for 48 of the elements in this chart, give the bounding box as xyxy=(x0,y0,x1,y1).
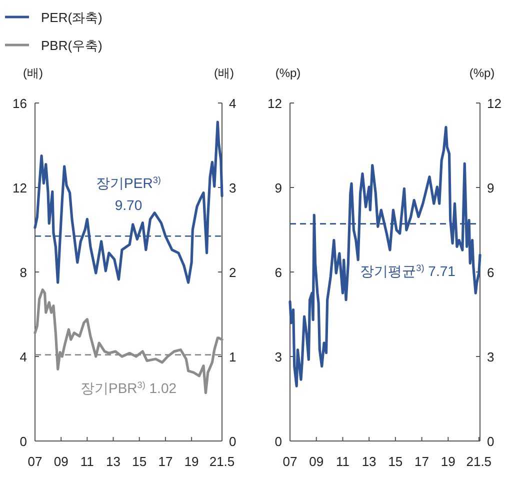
text: 장기PER$^{3)}$ 9.70 xyxy=(96,175,161,214)
y-tick-label: 4 xyxy=(20,350,27,364)
y2-axis-title: (%p) xyxy=(469,66,495,80)
y-tick-label: 6 xyxy=(274,265,282,280)
y2-tick-label: 3 xyxy=(229,180,236,196)
y-axis-title: (배) xyxy=(23,66,43,80)
x-tick-label: 17 xyxy=(414,454,430,469)
y2-tick-label: 4 xyxy=(229,96,236,111)
y-axis-title: (%p) xyxy=(275,66,301,80)
x-tick-label: 21.5 xyxy=(209,454,235,469)
y-tick-label: 12 xyxy=(268,96,282,111)
y2-tick-label: 6 xyxy=(487,265,494,280)
line-series xyxy=(34,120,224,284)
y2-axis-title: (배) xyxy=(214,66,234,80)
x-tick-label: 07 xyxy=(282,454,298,469)
ref-line-label: 장기PBR$^{3)}$ 1.02 xyxy=(80,380,177,396)
x-tick-label: 17 xyxy=(158,454,173,469)
y2-tick-label: 12 xyxy=(487,96,502,111)
legend-label: PER(좌축) xyxy=(41,10,102,25)
y2-tick-label: 2 xyxy=(229,265,236,280)
y-tick-label: 12 xyxy=(12,180,27,196)
y2-tick-label: 1 xyxy=(229,350,236,364)
x-tick-label: 11 xyxy=(336,454,350,469)
ref-line-label: 장기평균$^{3)}$ 7.71 xyxy=(360,262,456,279)
x-tick-label: 21.5 xyxy=(466,454,492,469)
x-tick-label: 11 xyxy=(80,454,94,469)
y-tick-label: 16 xyxy=(12,96,27,111)
x-tick-label: 19 xyxy=(184,454,199,469)
x-tick-label: 15 xyxy=(132,454,147,469)
x-tick-label: 13 xyxy=(362,454,376,469)
x-tick-label: 09 xyxy=(309,454,324,469)
line-series xyxy=(34,288,224,394)
x-tick-label: 07 xyxy=(28,454,42,469)
y2-tick-label: 9 xyxy=(487,180,494,196)
line-series xyxy=(288,126,482,388)
y2-tick-label: 3 xyxy=(487,350,494,364)
x-tick-label: 09 xyxy=(54,454,68,469)
y-tick-label: 9 xyxy=(274,180,282,196)
y-tick-label: 8 xyxy=(20,265,27,280)
x-tick-label: 13 xyxy=(106,454,121,469)
x-tick-label: 15 xyxy=(388,454,403,469)
y2-tick-label: 0 xyxy=(229,434,236,449)
y2-tick-label: 0 xyxy=(487,434,494,449)
y-tick-label: 0 xyxy=(20,434,27,449)
x-tick-label: 19 xyxy=(440,454,456,469)
legend-label: PBR(우축) xyxy=(41,38,102,53)
y-tick-label: 0 xyxy=(274,434,282,449)
y-tick-label: 3 xyxy=(274,350,282,364)
